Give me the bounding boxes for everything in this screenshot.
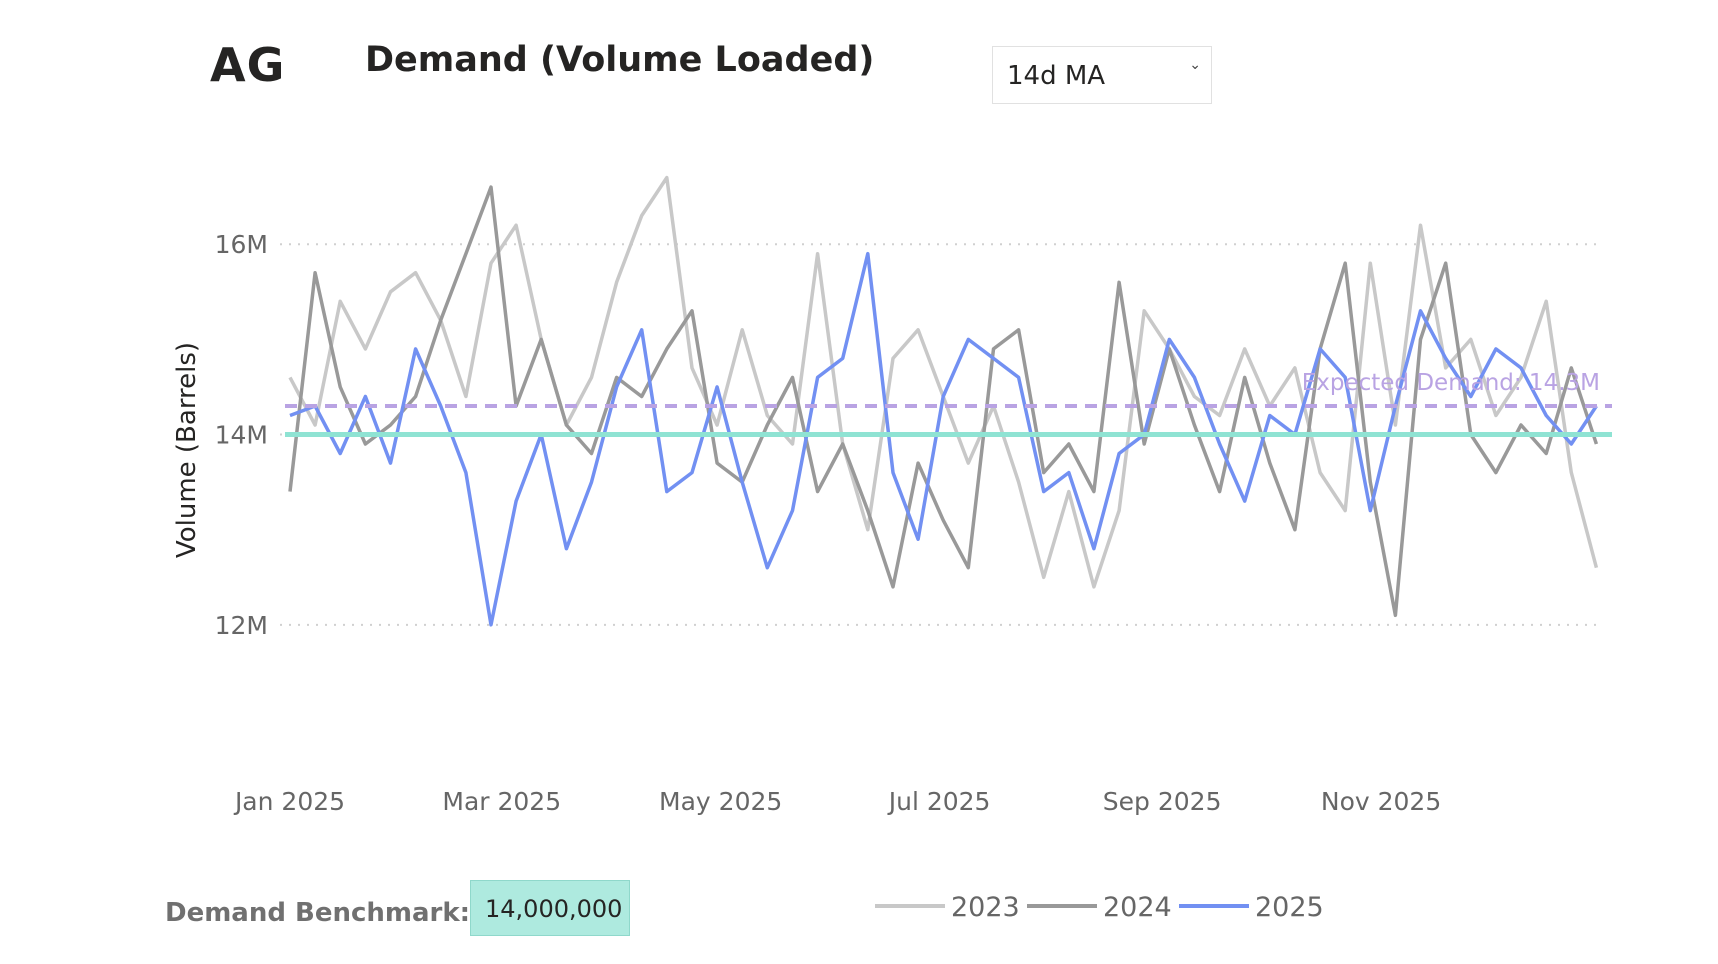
expected-demand-label: Expected Demand: 14.3M: [1302, 370, 1600, 396]
chevron-down-icon[interactable]: ⌄: [1189, 57, 1201, 73]
dropdown-selected-value: 14d MA: [1007, 61, 1106, 91]
y-axis-label: Volume (Barrels): [172, 342, 202, 558]
y-tick-label: 16M: [215, 230, 268, 259]
benchmark-value: 14,000,000: [485, 895, 623, 923]
y-tick-label: 12M: [215, 611, 268, 640]
page-title: Demand (Volume Loaded): [365, 40, 875, 80]
x-tick-label: May 2025: [659, 787, 782, 816]
legend-label-2024: 2024: [1103, 892, 1172, 923]
legend-label-2023: 2023: [951, 892, 1020, 923]
x-tick-label: Jul 2025: [887, 787, 991, 816]
series-line-2024: [288, 185, 1599, 618]
y-tick-label: 14M: [215, 421, 268, 450]
x-tick-label: Jan 2025: [233, 787, 345, 816]
benchmark-label: Demand Benchmark:: [165, 898, 471, 928]
moving-average-dropdown[interactable]: 14d MA ⌄: [992, 46, 1212, 104]
legend-label-2025: 2025: [1255, 892, 1324, 923]
report-code: AG: [210, 38, 286, 92]
series-line-2025: [289, 251, 1598, 627]
x-tick-label: Nov 2025: [1321, 787, 1441, 816]
x-tick-label: Sep 2025: [1103, 787, 1222, 816]
x-tick-label: Mar 2025: [442, 787, 561, 816]
benchmark-input[interactable]: 14,000,000: [470, 880, 630, 936]
